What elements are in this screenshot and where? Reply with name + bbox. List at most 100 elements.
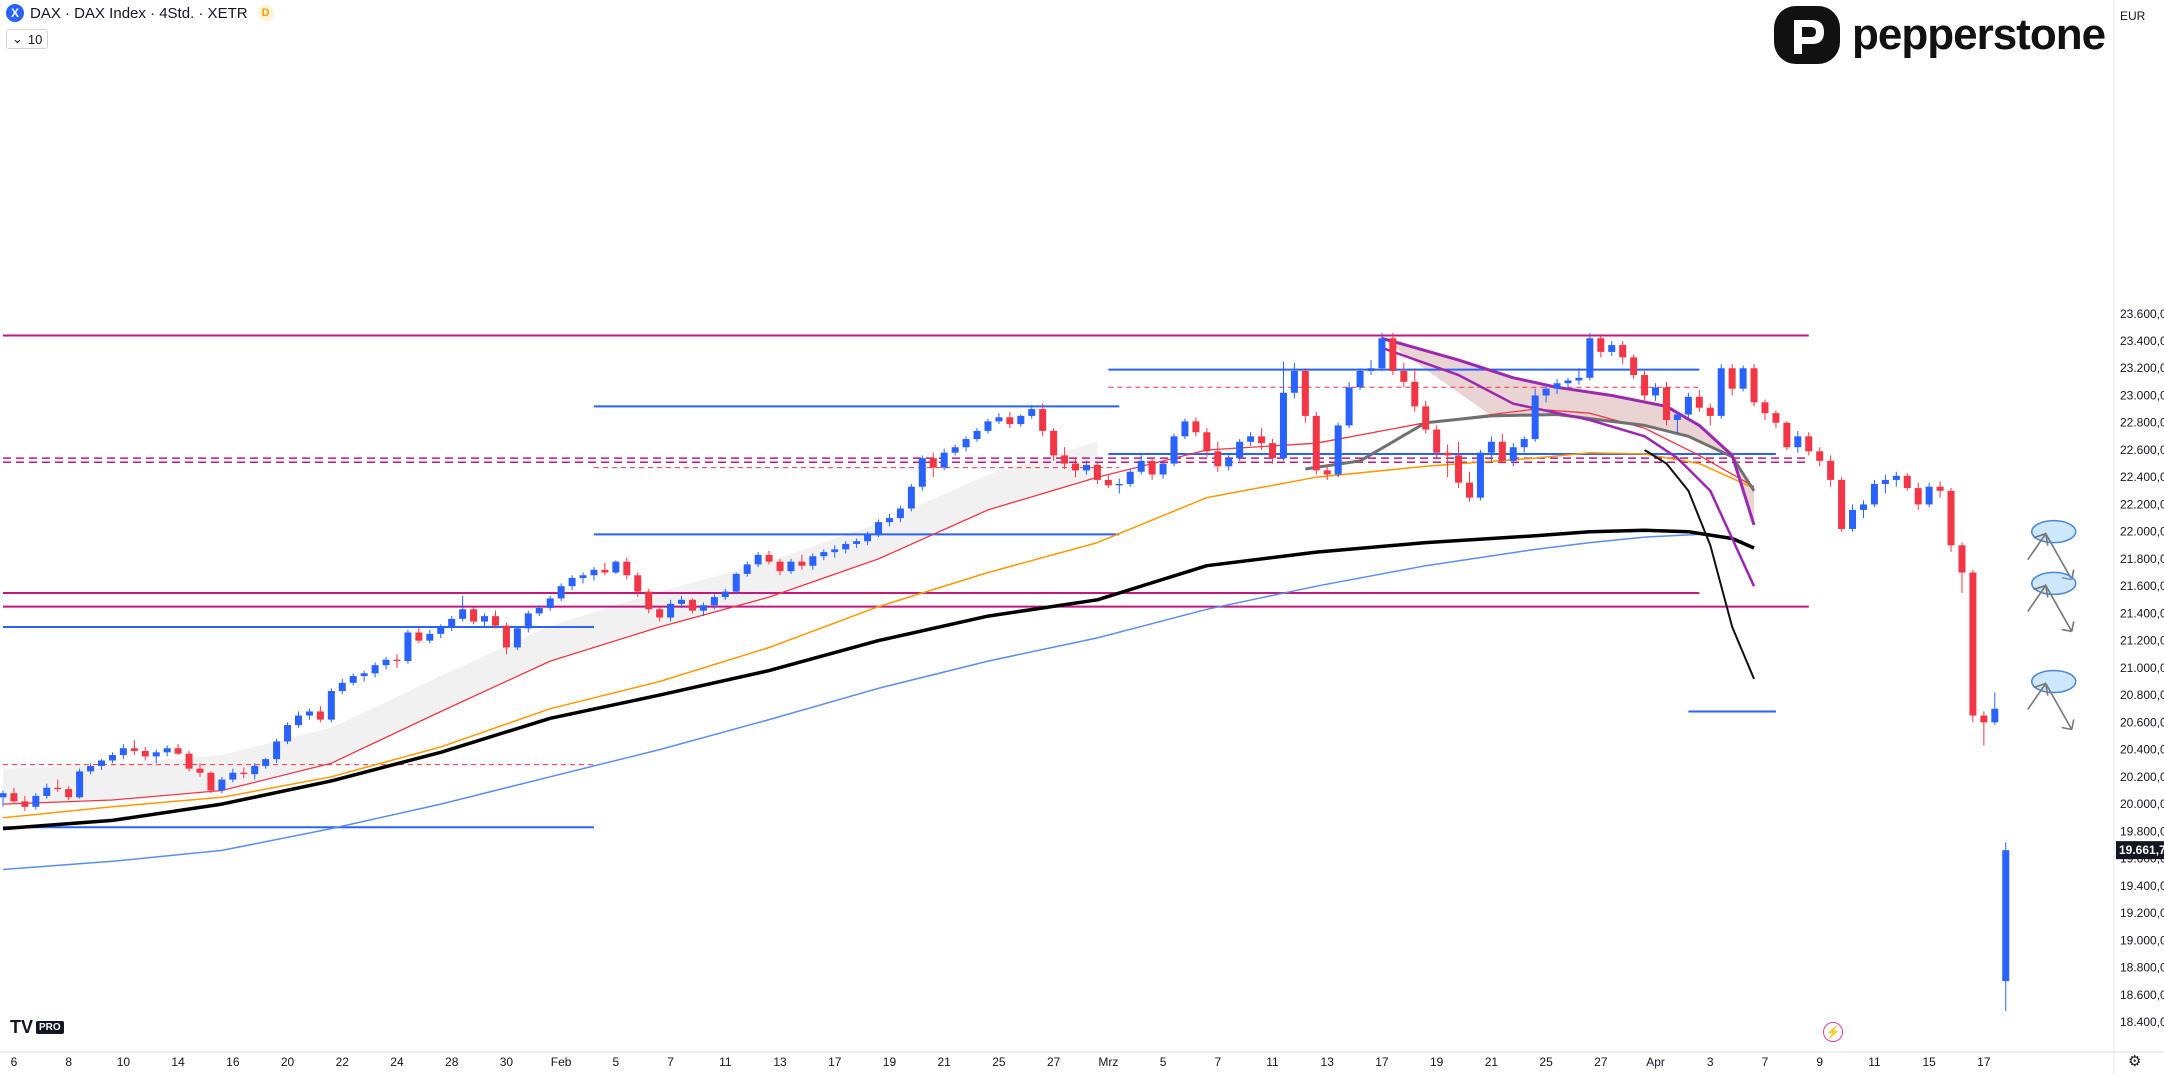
candle <box>1619 345 1627 358</box>
x-tick-label: Apr <box>1646 1055 1665 1069</box>
candle <box>809 556 817 566</box>
candle <box>218 779 226 791</box>
lightning-icon[interactable]: ⚡ <box>1823 1022 1843 1042</box>
x-tick-label: Mrz <box>1098 1055 1118 1069</box>
candle <box>426 633 434 641</box>
candle <box>1695 396 1703 408</box>
candle <box>634 575 642 592</box>
candle <box>951 447 959 453</box>
x-tick-label: 11 <box>1868 1055 1881 1069</box>
candle <box>1947 490 1955 546</box>
candle <box>1126 471 1134 485</box>
candle <box>502 625 510 648</box>
tradingview-logo[interactable]: TV PRO <box>10 1017 64 1038</box>
symbol-title[interactable]: DAX · DAX Index · 4Std. · XETR <box>30 4 248 22</box>
x-tick-label: 11 <box>1266 1055 1279 1069</box>
candle <box>316 711 324 720</box>
ema20-line <box>2 408 1755 805</box>
candle <box>962 439 970 448</box>
candle <box>1148 460 1156 475</box>
candle <box>535 607 543 614</box>
y-tick-label: 23.600,00 <box>2120 307 2164 321</box>
y-tick-label: 23.200,00 <box>2120 361 2164 375</box>
candle <box>1072 463 1080 471</box>
candle <box>590 569 598 576</box>
candle <box>973 430 981 440</box>
y-tick-label: 21.400,00 <box>2120 606 2164 620</box>
candle <box>984 421 992 431</box>
candle <box>940 452 948 468</box>
candle <box>1269 443 1277 459</box>
ema50-line <box>2 451 1755 819</box>
candle <box>76 771 84 798</box>
candle <box>645 591 653 610</box>
chart-header: X DAX · DAX Index · 4Std. · XETR D <box>6 4 274 22</box>
candle <box>1652 387 1660 396</box>
candle <box>207 772 215 791</box>
candle <box>459 609 467 619</box>
candle <box>1422 406 1430 430</box>
candle <box>1586 338 1594 378</box>
y-tick-label: 20.200,00 <box>2120 770 2164 784</box>
candle <box>1104 479 1112 486</box>
candle <box>1225 458 1233 467</box>
candle <box>754 554 762 565</box>
candle <box>1050 430 1058 456</box>
candle <box>491 616 499 626</box>
ema100-line <box>2 533 1744 871</box>
candle <box>1991 708 1999 723</box>
candle <box>1301 370 1309 416</box>
x-tick-label: 13 <box>773 1055 787 1069</box>
candle <box>1389 338 1397 371</box>
candle <box>1641 375 1649 396</box>
candle <box>1159 463 1167 475</box>
candle <box>327 691 335 720</box>
scenario-ellipse-3 <box>2031 669 2077 694</box>
data-badge[interactable]: D <box>257 5 274 21</box>
last-price-tag <box>2116 841 2164 860</box>
trend-ribbon <box>3 441 1098 805</box>
candle <box>1214 451 1222 467</box>
y-tick-label: 22.200,00 <box>2120 497 2164 511</box>
candle <box>601 569 609 573</box>
x-tick-label: 7 <box>667 1055 674 1069</box>
scenario-arrowhead-down-2 <box>2061 621 2075 633</box>
x-tick-label: 25 <box>1539 1055 1553 1069</box>
x-tick-label: 17 <box>1375 1055 1389 1069</box>
indicator-toggle[interactable]: ⌄ 10 <box>6 29 49 49</box>
tv-logo-text: TV <box>10 1017 34 1037</box>
candle <box>820 552 828 557</box>
candle <box>141 750 149 757</box>
candle <box>1936 486 1944 491</box>
y-tick-label: 19.200,00 <box>2120 906 2164 920</box>
gear-icon[interactable]: ⚙ <box>2128 1053 2142 1070</box>
y-tick-label: 20.600,00 <box>2120 715 2164 729</box>
x-tick-label: 5 <box>1160 1055 1167 1069</box>
x-tick-label: 27 <box>1047 1055 1061 1069</box>
candle <box>688 599 696 611</box>
candle <box>1772 413 1780 423</box>
indicator-count: 10 <box>27 31 43 47</box>
candle <box>1411 381 1419 407</box>
candle <box>54 787 62 790</box>
candle <box>1881 479 1889 485</box>
scenario-arrowhead-up-1 <box>2033 532 2049 546</box>
y-tick-label: 19.000,00 <box>2120 933 2164 947</box>
candle <box>513 628 521 648</box>
candle <box>229 772 237 780</box>
candle <box>1082 464 1090 471</box>
purple-lower-line <box>1381 346 1756 587</box>
pepperstone-p-logo-icon <box>1774 6 1840 64</box>
candle <box>1980 715 1988 723</box>
candle <box>1520 439 1528 448</box>
x-tick-label: 20 <box>281 1055 295 1069</box>
candle <box>612 561 620 573</box>
x-icon[interactable]: X <box>6 4 24 22</box>
candle <box>623 561 631 576</box>
x-tick-label: 27 <box>1594 1055 1608 1069</box>
candle <box>21 801 29 807</box>
tv-pro-badge: PRO <box>36 1021 64 1034</box>
candle <box>1849 509 1857 529</box>
candle <box>174 748 182 754</box>
